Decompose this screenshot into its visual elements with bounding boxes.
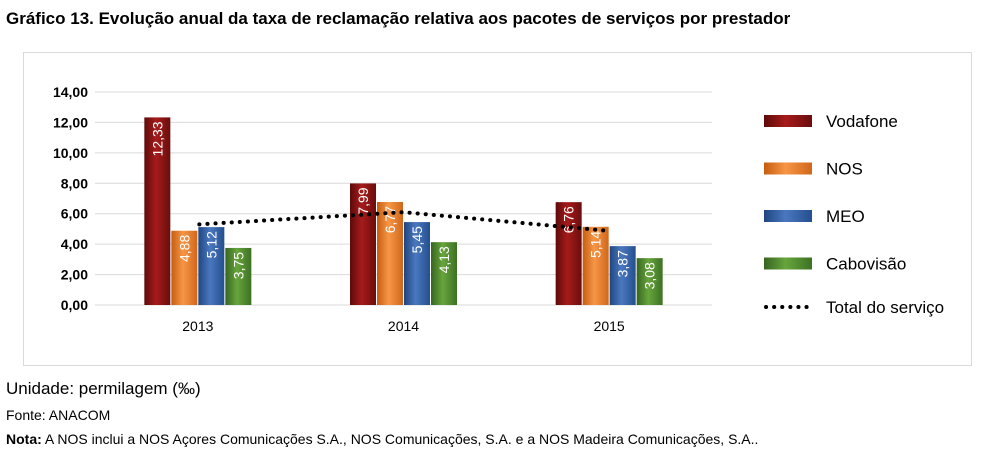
legend: Vodafone NOS MEO Cabovisão Total do serviço	[764, 112, 944, 317]
y-tick-label: 8,00	[61, 175, 88, 191]
y-tick-label: 6,00	[61, 206, 88, 222]
bar-caboviso-2014	[431, 242, 457, 305]
x-tick-label: 2014	[388, 318, 419, 334]
y-tick-label: 0,00	[61, 297, 88, 313]
total-line	[197, 210, 607, 233]
bar-data-label: 6,76	[561, 206, 577, 233]
bar-vodafone-2013	[144, 117, 171, 305]
y-tick-label: 12,00	[53, 114, 88, 130]
gridlines	[95, 91, 712, 306]
bar-data-label: 3,08	[642, 262, 658, 289]
legend-label: Total do serviço	[826, 298, 944, 317]
total-service-line	[197, 210, 607, 233]
bar-data-label: 5,14	[588, 231, 604, 258]
legend-swatch-0	[764, 115, 812, 127]
bar-data-label: 6,77	[382, 206, 398, 233]
bar-data-label: 7,99	[355, 187, 371, 214]
bars: 12,33 4,88 5,12 3,75 7,99 6,77 5,45 4,13 6,76 5,1…	[144, 117, 663, 305]
x-tick-label: 2013	[182, 318, 213, 334]
y-axis-ticks: 0,00 2,00 4,00 6,00 8,00 10,00 12,00 14,00	[53, 84, 88, 313]
legend-label: NOS	[826, 160, 863, 179]
y-tick-label: 14,00	[53, 84, 88, 100]
bar-meo-2013	[198, 227, 225, 305]
bar-data-label: 4,88	[176, 235, 192, 262]
chart-area	[23, 52, 972, 366]
bar-data-label: 5,45	[409, 226, 425, 253]
note-label: Nota:	[6, 431, 42, 447]
bar-meo-2015	[609, 246, 636, 305]
bar-data-label: 12,33	[149, 121, 165, 156]
legend-swatch-2	[764, 210, 812, 222]
bar-vodafone-2015	[555, 202, 582, 305]
source-label: Fonte: ANACOM	[6, 407, 111, 423]
bar-meo-2014	[404, 222, 430, 305]
bar-caboviso-2013	[225, 247, 252, 305]
bar-nos-2015	[582, 226, 609, 305]
y-tick-label: 4,00	[61, 236, 88, 252]
note-body: A NOS inclui a NOS Açores Comunicações S…	[41, 431, 759, 447]
legend-swatch-3	[764, 257, 812, 270]
unit-label: Unidade: permilagem (‰)	[6, 379, 201, 398]
legend-label: Vodafone	[826, 112, 898, 131]
y-tick-label: 10,00	[53, 145, 88, 161]
note-text: Nota: A NOS inclui a NOS Açores Comunica…	[6, 431, 758, 447]
bar-caboviso-2015	[636, 258, 663, 305]
y-tick-label: 2,00	[61, 267, 88, 283]
bar-nos-2014	[377, 201, 403, 305]
legend-label: Cabovisão	[826, 255, 906, 274]
x-tick-label: 2015	[594, 318, 625, 334]
x-axis-ticks: 2013 2014 2015	[182, 318, 625, 334]
bar-data-label: 3,87	[615, 250, 631, 277]
legend-swatch-1	[764, 162, 812, 175]
bar-data-label: 5,12	[203, 231, 219, 258]
bar-nos-2013	[171, 230, 198, 305]
bar-data-label: 3,75	[230, 252, 246, 279]
chart-title: Gráfico 13. Evolução anual da taxa de re…	[6, 9, 791, 28]
legend-label: MEO	[826, 207, 865, 226]
bar-data-label: 4,13	[436, 246, 452, 273]
bar-vodafone-2014	[350, 183, 376, 305]
